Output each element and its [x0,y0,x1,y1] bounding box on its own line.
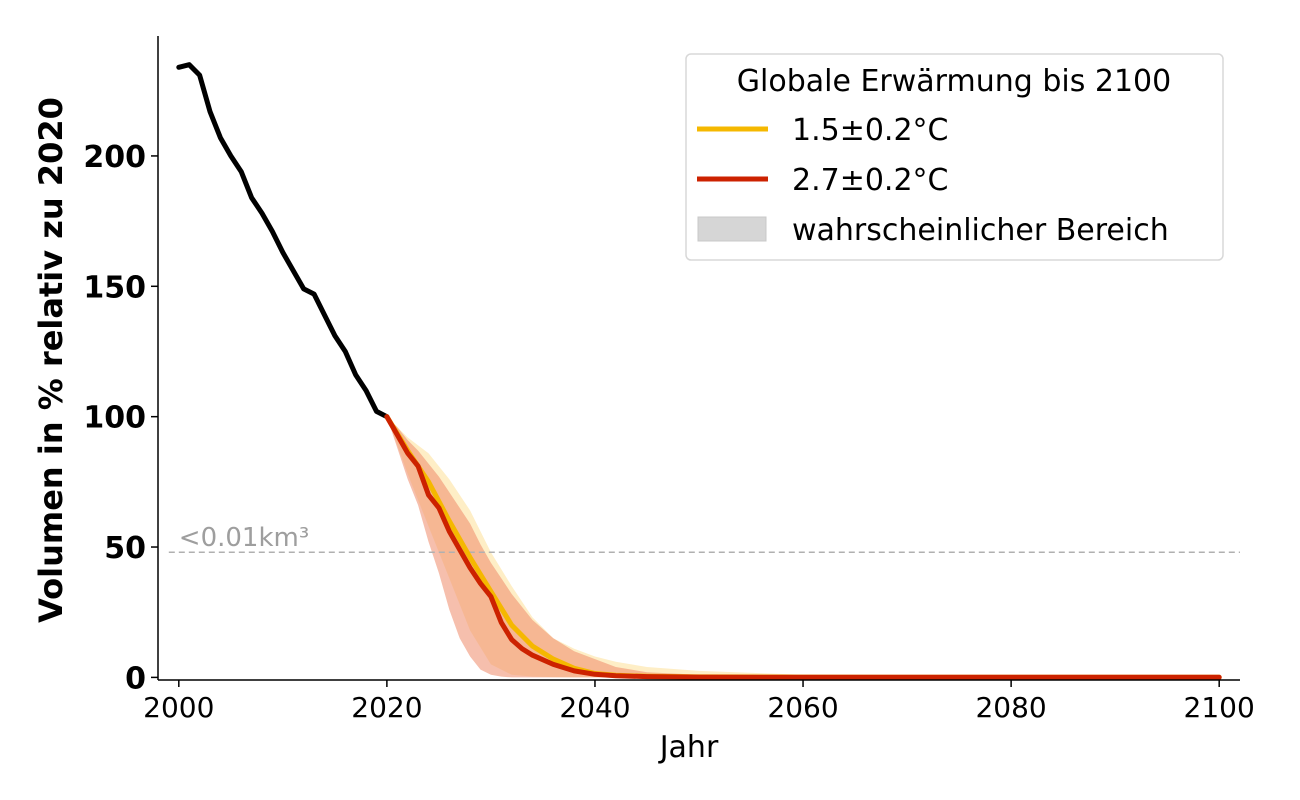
y-tick-label: 150 [83,270,146,305]
y-ticks: 0 50 100 150 200 [83,140,158,696]
y-tick-label: 200 [83,140,146,175]
legend-box [685,53,1224,261]
series-lines [176,62,1222,680]
x-tick-label: 2000 [143,691,214,724]
x-tick-label: 2080 [975,691,1046,724]
legend-label-1p5: 1.5±0.2°C [792,113,949,148]
y-axis-label: Volumen in % relativ zu 2020 [32,97,70,623]
legend-label-likely-range: wahrscheinlicher Bereich [792,213,1169,248]
y-tick-label: 0 [125,661,146,696]
uncertainty-bands [386,416,1220,678]
x-tick-label: 2020 [351,691,422,724]
reference-line-label: <0.01km³ [179,523,309,553]
y-tick-label: 100 [83,401,146,436]
historical-line [176,62,390,420]
x-ticks: 2000 2020 2040 2060 2080 2100 [143,680,1255,724]
band-2p7 [386,416,1220,678]
legend-swatch-likely-range [697,216,767,242]
line-2p7 [384,414,1222,680]
axes: 2000 2020 2040 2060 2080 2100 0 50 100 150 200 [83,36,1255,724]
x-tick-label: 2040 [559,691,630,724]
x-axis-label: Jahr [658,730,719,765]
legend-title: Globale Erwärmung bis 2100 [737,64,1171,99]
legend: Globale Erwärmung bis 2100 1.5±0.2°C 2.7… [685,53,1224,261]
y-tick-label: 50 [104,531,146,566]
x-tick-label: 2100 [1184,691,1255,724]
x-tick-label: 2060 [767,691,838,724]
legend-label-2p7: 2.7±0.2°C [792,163,949,198]
